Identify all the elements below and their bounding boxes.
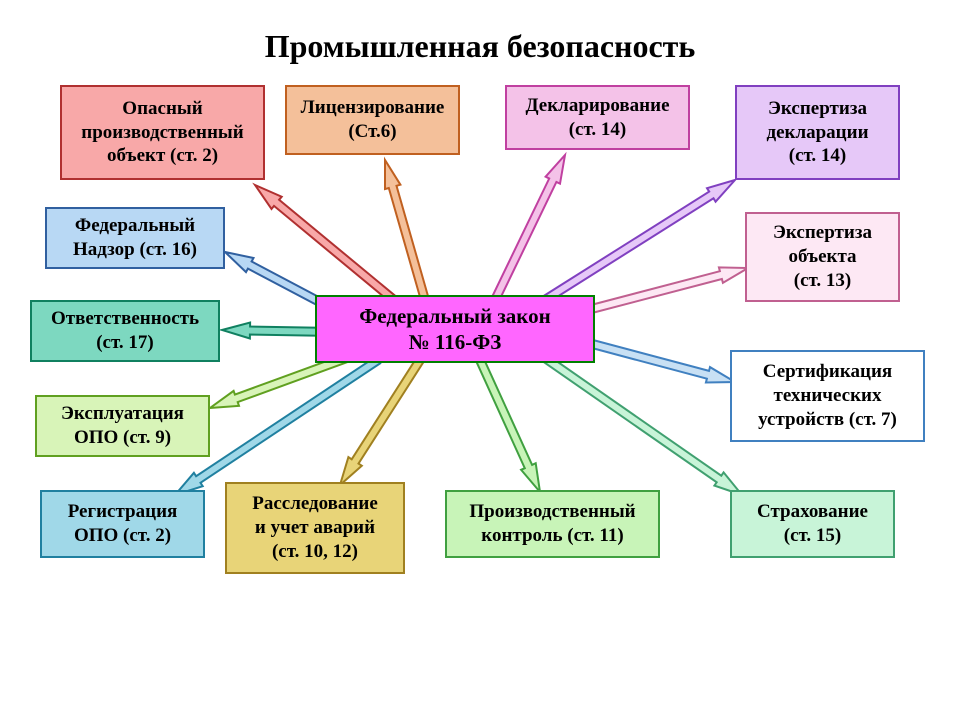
node-n7: Ответственность(ст. 17) bbox=[30, 300, 220, 362]
node-n6: Экспертизаобъекта(ст. 13) bbox=[745, 212, 900, 302]
arrow-n3 bbox=[491, 155, 565, 302]
node-n10: РегистрацияОПО (ст. 2) bbox=[40, 490, 205, 558]
arrow-n6 bbox=[579, 267, 748, 316]
node-n1: Опасныйпроизводственныйобъект (ст. 2) bbox=[60, 85, 265, 180]
node-n2: Лицензирование(Ст.6) bbox=[285, 85, 460, 155]
node-n4-label: Экспертизадекларации(ст. 14) bbox=[766, 97, 868, 168]
center-node: Федеральный закон№ 116-ФЗ bbox=[315, 295, 595, 363]
arrow-n12 bbox=[476, 358, 540, 492]
center-label: Федеральный закон№ 116-ФЗ bbox=[359, 303, 550, 356]
arrow-n11 bbox=[340, 358, 423, 485]
node-n11-label: Расследованиеи учет аварий(ст. 10, 12) bbox=[252, 492, 378, 563]
page-title: Промышленная безопасность bbox=[0, 28, 960, 65]
node-n5-label: ФедеральныйНадзор (ст. 16) bbox=[73, 214, 197, 262]
node-n3-label: Декларирование(ст. 14) bbox=[525, 94, 669, 142]
node-n4: Экспертизадекларации(ст. 14) bbox=[735, 85, 900, 180]
arrow-n13 bbox=[543, 355, 742, 495]
node-n6-label: Экспертизаобъекта(ст. 13) bbox=[773, 221, 872, 292]
node-n8: Сертификациятехническихустройств (ст. 7) bbox=[730, 350, 925, 442]
arrow-n1 bbox=[255, 185, 403, 308]
node-n3: Декларирование(ст. 14) bbox=[505, 85, 690, 150]
node-n9-label: ЭксплуатацияОПО (ст. 9) bbox=[61, 402, 184, 450]
node-n9: ЭксплуатацияОПО (ст. 9) bbox=[35, 395, 210, 457]
node-n11: Расследованиеи учет аварий(ст. 10, 12) bbox=[225, 482, 405, 574]
node-n8-label: Сертификациятехническихустройств (ст. 7) bbox=[758, 360, 897, 431]
arrow-n2 bbox=[385, 160, 429, 301]
node-n5: ФедеральныйНадзор (ст. 16) bbox=[45, 207, 225, 269]
arrow-n8 bbox=[584, 338, 735, 382]
node-n13: Страхование(ст. 15) bbox=[730, 490, 895, 558]
node-n7-label: Ответственность(ст. 17) bbox=[51, 307, 199, 355]
node-n1-label: Опасныйпроизводственныйобъект (ст. 2) bbox=[81, 97, 243, 168]
node-n12: Производственныйконтроль (ст. 11) bbox=[445, 490, 660, 558]
node-n13-label: Страхование(ст. 15) bbox=[757, 500, 868, 548]
node-n12-label: Производственныйконтроль (ст. 11) bbox=[469, 500, 635, 548]
arrow-n4 bbox=[538, 180, 735, 306]
node-n2-label: Лицензирование(Ст.6) bbox=[301, 96, 445, 144]
node-n10-label: РегистрацияОПО (ст. 2) bbox=[68, 500, 178, 548]
